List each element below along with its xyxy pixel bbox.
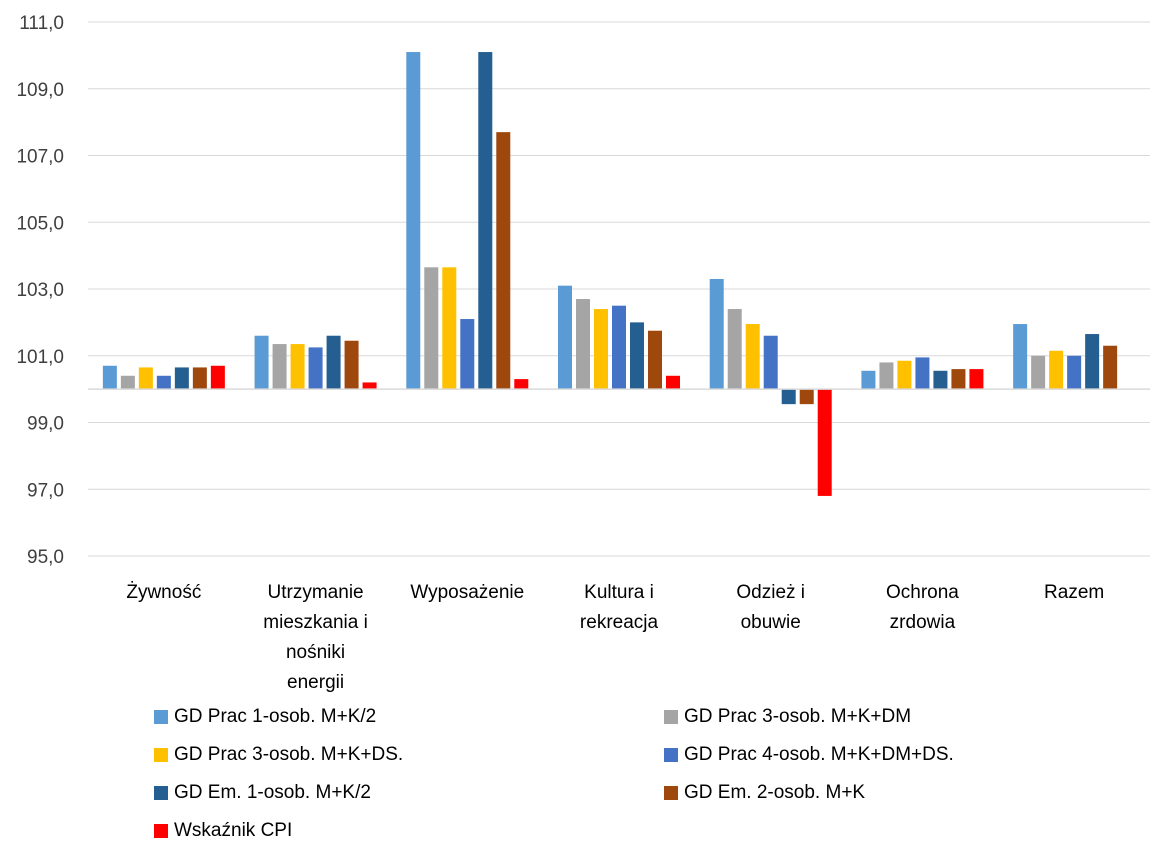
bar (1013, 324, 1028, 390)
y-tick-label: 101,0 (16, 347, 64, 368)
category-labels: Żywność Utrzymanie mieszkania i nośniki ener… (126, 582, 1104, 693)
legend-item: GD Prac 3-osob. M+K+DM (664, 706, 911, 728)
legend-swatch (664, 748, 678, 762)
legend-swatch (664, 710, 678, 724)
legend-item: Wskaźnik CPI (154, 820, 292, 842)
category-label: Kultura i rekreacja (580, 582, 659, 633)
bar (576, 299, 590, 390)
y-tick-label: 105,0 (16, 213, 64, 234)
category-label: Odzież i obuwie (736, 582, 805, 633)
legend-label: GD Prac 3-osob. M+K+DS. (174, 744, 404, 765)
bar (138, 367, 153, 390)
bar (666, 375, 680, 390)
bar (951, 369, 966, 390)
bar (1031, 355, 1046, 390)
bar (514, 379, 529, 390)
bar (362, 382, 377, 390)
category-label: Ochrona zrdowia (886, 582, 959, 633)
bar (308, 347, 323, 390)
bar (709, 278, 724, 390)
category-label: Razem (1044, 582, 1104, 603)
bar (1049, 350, 1064, 390)
y-tick-label: 109,0 (16, 80, 64, 101)
legend-item: GD Prac 3-osob. M+K+DS. (154, 744, 403, 766)
y-tick-label: 111,0 (19, 13, 64, 34)
y-tick-label: 107,0 (16, 147, 64, 168)
bar (915, 357, 930, 390)
bar (120, 375, 135, 390)
bar (727, 309, 742, 390)
legend-label: GD Prac 3-osob. M+K+DM (684, 706, 912, 727)
bar (290, 344, 305, 390)
legend-swatch (664, 786, 678, 800)
bar (102, 365, 117, 390)
legend-swatch (154, 786, 168, 800)
category-label: Utrzymanie mieszkania i nośniki energii (263, 582, 368, 693)
bar (1103, 345, 1118, 390)
bar (648, 330, 662, 390)
bar (442, 267, 457, 390)
y-tick-label: 103,0 (16, 280, 64, 301)
legend-label: GD Prac 1-osob. M+K/2 (174, 706, 377, 727)
bar (558, 285, 572, 390)
bar (879, 362, 894, 390)
bar (156, 375, 171, 390)
y-tick-label: 95,0 (27, 547, 64, 568)
bar (933, 370, 948, 390)
legend-label: GD Em. 1-osob. M+K/2 (174, 782, 371, 803)
y-tick-label: 99,0 (27, 414, 64, 435)
bar (478, 52, 493, 390)
bar (630, 322, 644, 390)
bar (254, 335, 269, 390)
bar (612, 305, 626, 390)
bar (897, 360, 912, 390)
bar (861, 370, 876, 390)
bar (745, 324, 760, 390)
bar (781, 389, 796, 405)
legend-item: GD Prac 4-osob. M+K+DM+DS. (664, 744, 954, 766)
bar (424, 267, 439, 390)
legend-label: GD Em. 2-osob. M+K (684, 782, 866, 803)
bar (1085, 334, 1100, 390)
bar (799, 389, 814, 405)
bar (460, 319, 475, 390)
y-axis-tick-labels: 95,0 97,0 99,0 101,0 103,0 105,0 107,0 109,0 111… (16, 13, 64, 568)
bar (272, 344, 287, 390)
bar (192, 367, 207, 390)
bars (102, 52, 1118, 496)
category-label: Żywność (126, 582, 201, 603)
legend-label: Wskaźnik CPI (174, 820, 293, 841)
legend-swatch (154, 824, 168, 838)
bar (594, 309, 608, 390)
bar (210, 365, 225, 390)
legend-label: GD Prac 4-osob. M+K+DM+DS. (684, 744, 954, 765)
bar (406, 52, 421, 390)
bar (174, 367, 189, 390)
gridlines (88, 21, 1150, 557)
legend-item: GD Prac 1-osob. M+K/2 (154, 706, 376, 728)
bar (1067, 355, 1082, 390)
category-label: Wyposażenie (410, 582, 524, 603)
bar (763, 335, 778, 390)
legend-swatch (154, 710, 168, 724)
legend-swatch (154, 748, 168, 762)
bar (817, 389, 832, 496)
bar (969, 369, 984, 390)
y-tick-label: 97,0 (27, 480, 64, 501)
bar (344, 340, 359, 390)
legend-item: GD Em. 2-osob. M+K (664, 782, 865, 804)
bar (326, 335, 341, 390)
legend-item: GD Em. 1-osob. M+K/2 (154, 782, 371, 804)
bar (496, 132, 511, 390)
